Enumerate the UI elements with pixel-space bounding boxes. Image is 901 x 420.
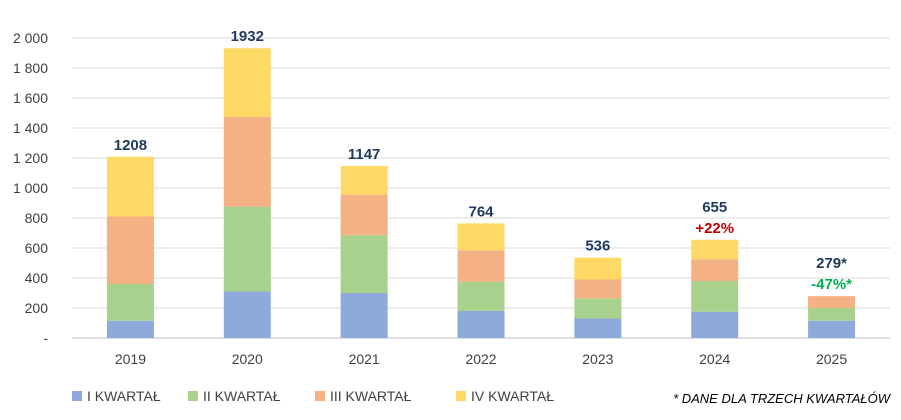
legend-swatch	[456, 391, 466, 401]
bar-segment	[223, 48, 271, 117]
bar-segment	[574, 279, 622, 299]
bar-segment	[106, 216, 154, 284]
bar-segment	[340, 194, 388, 236]
legend-swatch	[315, 391, 325, 401]
legend-swatch	[188, 391, 198, 401]
bar-segment	[691, 281, 739, 312]
bar-segment	[106, 320, 154, 338]
bar-segment	[340, 293, 388, 338]
y-tick-label: 1 400	[13, 120, 48, 136]
x-tick-label: 2023	[582, 351, 613, 367]
x-tick-label: 2024	[699, 351, 730, 367]
bar-segment	[691, 311, 739, 338]
bar-segment	[457, 311, 505, 338]
bar-segment	[340, 235, 388, 293]
bar-segment	[691, 259, 739, 281]
y-tick-label: 200	[25, 300, 49, 316]
bar-segment	[457, 281, 505, 311]
y-axis-ticks: - 200 400 600 800 1 000 1 200 1 400 1 600 1 800 2 …	[13, 30, 48, 346]
total-label: 1208	[114, 137, 147, 154]
bars	[106, 48, 856, 338]
y-tick-label: 2 000	[13, 30, 48, 46]
legend-swatch	[72, 391, 82, 401]
bar-segment	[223, 291, 271, 338]
x-tick-label: 2025	[816, 351, 847, 367]
change-label: -47%*	[811, 276, 852, 293]
y-tick-label: -	[43, 330, 48, 346]
bar-segment	[457, 223, 505, 251]
change-label: +22%	[695, 220, 734, 237]
bar-segment	[340, 165, 388, 195]
footnote: * DANE DLA TRZECH KWARTAŁÓW	[673, 391, 892, 406]
total-label: 764	[468, 203, 494, 220]
bar-segment	[223, 116, 271, 207]
y-tick-label: 1 800	[13, 60, 48, 76]
x-tick-label: 2019	[115, 351, 146, 367]
bar-segment	[106, 284, 154, 321]
bar-segment	[223, 206, 271, 292]
bar-segment	[808, 308, 856, 321]
y-tick-label: 1 000	[13, 180, 48, 196]
legend-label: II KWARTAŁ	[203, 388, 281, 404]
y-tick-label: 1 200	[13, 150, 48, 166]
bar-segment	[808, 296, 856, 308]
bar-segment	[457, 250, 505, 282]
legend-label: III KWARTAŁ	[330, 388, 412, 404]
x-tick-label: 2022	[465, 351, 496, 367]
bar-segment	[574, 318, 622, 338]
total-label: 536	[585, 238, 610, 255]
x-tick-label: 2021	[349, 351, 380, 367]
total-label: 279*	[816, 255, 847, 272]
legend-label: I KWARTAŁ	[87, 388, 161, 404]
bar-segment	[808, 320, 856, 338]
bar-segment	[691, 239, 739, 260]
total-label: 1147	[348, 146, 381, 163]
bar-segment	[574, 257, 622, 280]
y-tick-label: 1 600	[13, 90, 48, 106]
y-tick-label: 800	[25, 210, 49, 226]
x-axis-ticks: 2019 2020 2021 2022 2023 2024 2025	[115, 351, 848, 367]
bar-segment	[106, 156, 154, 217]
legend-label: IV KWARTAŁ	[471, 388, 554, 404]
total-labels: 1208 1932 1147 764 536 +22% 655 -47%* 279*	[114, 28, 852, 293]
bar-segment	[574, 298, 622, 319]
x-tick-label: 2020	[232, 351, 263, 367]
gridlines	[72, 37, 890, 339]
y-tick-label: 400	[25, 270, 49, 286]
y-tick-label: 600	[25, 240, 49, 256]
total-label: 1932	[231, 28, 264, 45]
legend: I KWARTAŁ II KWARTAŁ III KWARTAŁ IV KWARTAŁ	[72, 388, 554, 404]
total-label: 655	[702, 199, 727, 216]
